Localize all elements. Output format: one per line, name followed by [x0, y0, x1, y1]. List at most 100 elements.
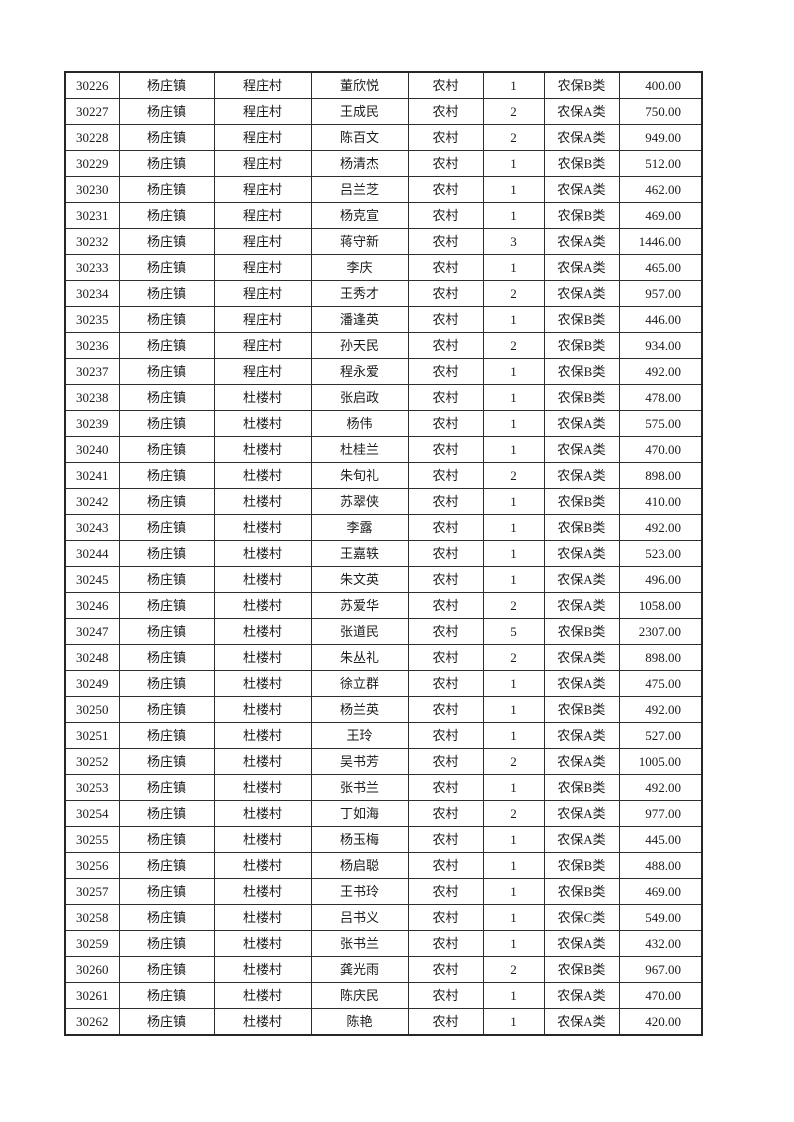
cell-id: 30257: [64, 878, 120, 905]
cell-id: 30250: [64, 696, 120, 723]
cell-id: 30236: [64, 332, 120, 359]
cell-amount: 750.00: [618, 98, 703, 125]
cell-id: 30258: [64, 904, 120, 931]
cell-residence: 农村: [407, 384, 484, 411]
cell-type: 农保B类: [543, 514, 620, 541]
cell-type: 农保A类: [543, 982, 620, 1009]
cell-village: 杜楼村: [213, 670, 312, 697]
cell-amount: 898.00: [618, 462, 703, 489]
cell-town: 杨庄镇: [118, 956, 215, 983]
table-row: 30229 杨庄镇 程庄村 杨清杰 农村 1 农保B类 512.00: [64, 150, 703, 177]
cell-residence: 农村: [407, 774, 484, 801]
table-row: 30235 杨庄镇 程庄村 潘逢英 农村 1 农保B类 446.00: [64, 306, 703, 333]
cell-id: 30235: [64, 306, 120, 333]
cell-name: 朱丛礼: [310, 644, 409, 671]
cell-type: 农保B类: [543, 71, 620, 99]
cell-village: 程庄村: [213, 254, 312, 281]
cell-type: 农保A类: [543, 644, 620, 671]
cell-id: 30232: [64, 228, 120, 255]
cell-id: 30234: [64, 280, 120, 307]
cell-amount: 492.00: [618, 358, 703, 385]
cell-name: 张书兰: [310, 930, 409, 957]
cell-id: 30228: [64, 124, 120, 151]
table-row: 30247 杨庄镇 杜楼村 张道民 农村 5 农保B类 2307.00: [64, 618, 703, 645]
cell-count: 1: [482, 71, 545, 99]
cell-type: 农保A类: [543, 800, 620, 827]
cell-count: 2: [482, 124, 545, 151]
cell-village: 杜楼村: [213, 696, 312, 723]
cell-id: 30242: [64, 488, 120, 515]
cell-name: 李露: [310, 514, 409, 541]
cell-town: 杨庄镇: [118, 514, 215, 541]
cell-residence: 农村: [407, 410, 484, 437]
cell-residence: 农村: [407, 800, 484, 827]
cell-id: 30254: [64, 800, 120, 827]
cell-id: 30239: [64, 410, 120, 437]
cell-village: 程庄村: [213, 280, 312, 307]
cell-id: 30246: [64, 592, 120, 619]
cell-type: 农保A类: [543, 280, 620, 307]
cell-name: 王嘉轶: [310, 540, 409, 567]
cell-name: 杜桂兰: [310, 436, 409, 463]
cell-name: 张书兰: [310, 774, 409, 801]
table-row: 30234 杨庄镇 程庄村 王秀才 农村 2 农保A类 957.00: [64, 280, 703, 307]
cell-id: 30245: [64, 566, 120, 593]
cell-residence: 农村: [407, 592, 484, 619]
cell-count: 1: [482, 774, 545, 801]
cell-amount: 410.00: [618, 488, 703, 515]
cell-residence: 农村: [407, 956, 484, 983]
cell-count: 1: [482, 358, 545, 385]
cell-amount: 512.00: [618, 150, 703, 177]
cell-count: 1: [482, 488, 545, 515]
cell-count: 2: [482, 748, 545, 775]
cell-count: 2: [482, 462, 545, 489]
table-row: 30226 杨庄镇 程庄村 董欣悦 农村 1 农保B类 400.00: [64, 71, 703, 99]
table-row: 30248 杨庄镇 杜楼村 朱丛礼 农村 2 农保A类 898.00: [64, 644, 703, 671]
cell-id: 30229: [64, 150, 120, 177]
cell-residence: 农村: [407, 98, 484, 125]
cell-amount: 957.00: [618, 280, 703, 307]
table-row: 30252 杨庄镇 杜楼村 吴书芳 农村 2 农保A类 1005.00: [64, 748, 703, 775]
cell-village: 杜楼村: [213, 800, 312, 827]
cell-name: 苏翠侠: [310, 488, 409, 515]
table-row: 30241 杨庄镇 杜楼村 朱旬礼 农村 2 农保A类 898.00: [64, 462, 703, 489]
cell-name: 苏爱华: [310, 592, 409, 619]
cell-village: 程庄村: [213, 306, 312, 333]
cell-type: 农保A类: [543, 254, 620, 281]
cell-residence: 农村: [407, 124, 484, 151]
cell-village: 杜楼村: [213, 436, 312, 463]
cell-residence: 农村: [407, 358, 484, 385]
cell-amount: 977.00: [618, 800, 703, 827]
cell-count: 1: [482, 852, 545, 879]
cell-village: 程庄村: [213, 124, 312, 151]
cell-type: 农保B类: [543, 332, 620, 359]
cell-village: 杜楼村: [213, 618, 312, 645]
cell-type: 农保C类: [543, 904, 620, 931]
cell-count: 1: [482, 514, 545, 541]
cell-count: 1: [482, 540, 545, 567]
cell-count: 1: [482, 670, 545, 697]
cell-count: 2: [482, 956, 545, 983]
cell-type: 农保A类: [543, 540, 620, 567]
cell-town: 杨庄镇: [118, 644, 215, 671]
cell-residence: 农村: [407, 878, 484, 905]
cell-type: 农保B类: [543, 202, 620, 229]
cell-village: 杜楼村: [213, 384, 312, 411]
cell-amount: 523.00: [618, 540, 703, 567]
cell-amount: 549.00: [618, 904, 703, 931]
cell-type: 农保B类: [543, 878, 620, 905]
cell-name: 张启政: [310, 384, 409, 411]
cell-type: 农保A类: [543, 228, 620, 255]
table-row: 30236 杨庄镇 程庄村 孙天民 农村 2 农保B类 934.00: [64, 332, 703, 359]
cell-village: 杜楼村: [213, 1008, 312, 1036]
cell-village: 程庄村: [213, 332, 312, 359]
table-row: 30258 杨庄镇 杜楼村 吕书义 农村 1 农保C类 549.00: [64, 904, 703, 931]
cell-village: 杜楼村: [213, 774, 312, 801]
cell-town: 杨庄镇: [118, 176, 215, 203]
table-row: 30253 杨庄镇 杜楼村 张书兰 农村 1 农保B类 492.00: [64, 774, 703, 801]
cell-amount: 478.00: [618, 384, 703, 411]
table-row: 30243 杨庄镇 杜楼村 李露 农村 1 农保B类 492.00: [64, 514, 703, 541]
cell-id: 30241: [64, 462, 120, 489]
cell-type: 农保A类: [543, 98, 620, 125]
table-row: 30240 杨庄镇 杜楼村 杜桂兰 农村 1 农保A类 470.00: [64, 436, 703, 463]
